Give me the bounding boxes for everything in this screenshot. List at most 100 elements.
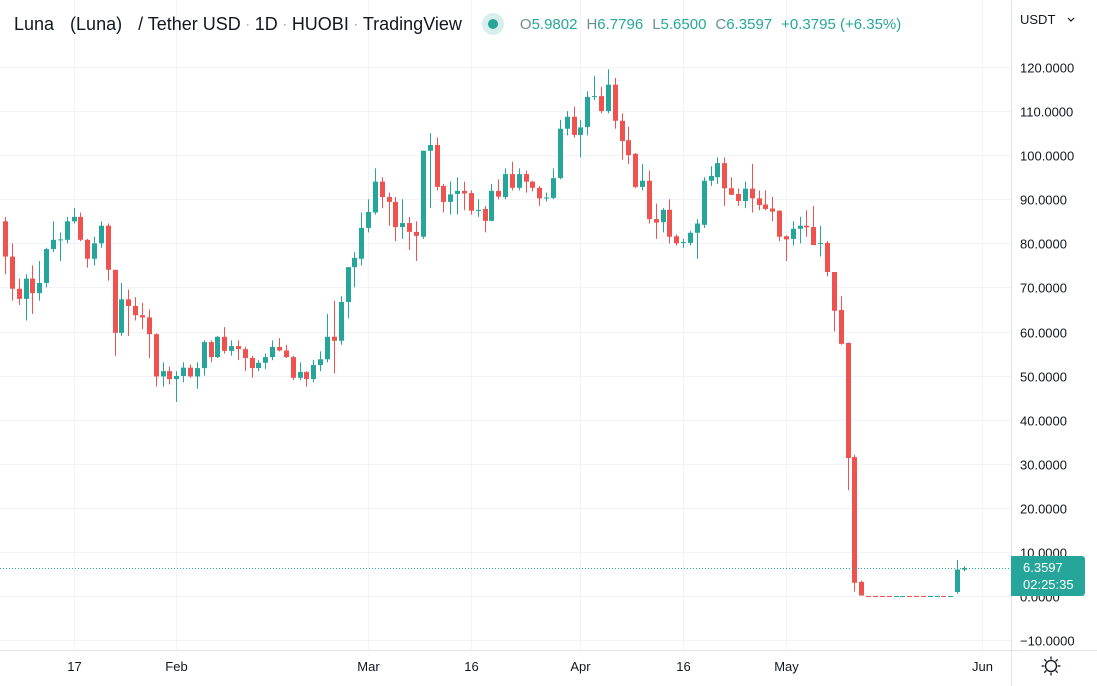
candle-body — [599, 96, 604, 112]
candle-body — [318, 359, 323, 366]
y-tick-label: 40.0000 — [1020, 414, 1067, 429]
candle-down — [407, 216, 412, 250]
candle-down — [914, 595, 919, 597]
open-label: O — [519, 15, 532, 33]
open-value: 5.9802 — [531, 15, 578, 33]
candle-body — [441, 186, 446, 202]
candle-up — [681, 238, 686, 248]
candle-body — [400, 223, 405, 228]
candle-body — [811, 227, 816, 246]
candle-down — [880, 595, 885, 597]
candle-up — [325, 313, 330, 363]
candle-body — [188, 367, 193, 377]
symbol-name[interactable]: Luna — [14, 13, 55, 34]
candle-body — [229, 346, 234, 351]
candle-down — [304, 371, 309, 387]
candle-body — [887, 595, 892, 597]
candle-body — [58, 239, 63, 241]
candle-up — [400, 199, 405, 239]
candle-up — [743, 181, 748, 209]
candle-up — [65, 216, 70, 244]
candle-body — [736, 193, 741, 202]
candle-body — [17, 288, 22, 299]
candle-body — [839, 309, 844, 344]
currency-label: USDT — [1020, 12, 1056, 27]
candle-body — [729, 188, 734, 195]
candle-down — [3, 216, 8, 275]
candle-up — [298, 362, 303, 380]
candle-up — [352, 252, 357, 288]
candle-body — [798, 225, 803, 229]
price-axis[interactable]: 120.0000 110.0000 100.0000 90.0000 80.0000 70… — [1020, 61, 1075, 649]
candle-up — [517, 168, 522, 191]
candle-down — [154, 333, 159, 387]
chart-legend: Luna (Luna) / Tether USD · 1D · HUOBI · … — [14, 13, 901, 35]
candle-up — [900, 595, 905, 597]
symbol-description: (Luna) — [70, 13, 123, 34]
low-label: L — [652, 15, 661, 33]
candle-down — [736, 188, 741, 206]
currency-selector[interactable]: USDT — [1020, 12, 1075, 27]
candle-body — [578, 127, 583, 135]
candle-body — [955, 569, 960, 593]
separator: · — [353, 17, 358, 31]
candle-down — [188, 364, 193, 378]
x-tick-label: Jun — [972, 659, 993, 674]
candle-up — [339, 296, 344, 345]
candle-down — [10, 243, 15, 301]
candle-body — [85, 239, 90, 259]
candle-body — [113, 269, 118, 333]
candle-body — [565, 116, 570, 129]
candle-body — [65, 221, 70, 240]
candle-body — [852, 457, 857, 583]
candle-body — [393, 201, 398, 228]
candle-body — [243, 349, 248, 358]
candle-body — [688, 232, 693, 243]
candle-up — [72, 208, 77, 224]
candle-body — [106, 225, 111, 270]
candle-body — [339, 301, 344, 341]
ohlc-values: O5.9802 H6.7796 L5.6500 C6.3597 +0.3795 … — [520, 16, 901, 33]
candle-down — [633, 152, 638, 189]
candle-body — [202, 342, 207, 369]
x-tick-label: Mar — [357, 659, 380, 674]
candle-up — [948, 595, 953, 597]
candle-body — [551, 178, 556, 198]
candle-up — [195, 362, 200, 389]
candle-down — [729, 177, 734, 195]
grid — [0, 0, 1011, 650]
candle-down — [777, 210, 782, 242]
candle-down — [524, 170, 529, 193]
candle-body — [743, 188, 748, 202]
candle-body — [667, 209, 672, 237]
interval[interactable]: 1D — [254, 13, 278, 34]
candle-body — [325, 336, 330, 360]
candle-body — [866, 595, 871, 597]
candle-body — [256, 362, 261, 369]
quote-currency: / Tether USD — [138, 13, 241, 34]
candle-down — [78, 212, 83, 242]
candle-down — [133, 297, 138, 321]
x-tick-label: Apr — [570, 659, 591, 674]
candle-up — [606, 69, 611, 114]
time-axis[interactable]: 17 Feb Mar 16 Apr 16 May Jun — [67, 659, 993, 674]
candle-up — [174, 371, 179, 403]
candle-body — [757, 198, 762, 205]
candle-body — [174, 376, 179, 380]
market-status-icon[interactable] — [481, 13, 504, 35]
y-tick-label: 100.0000 — [1020, 149, 1074, 164]
candle-body — [510, 174, 515, 188]
candle-down — [277, 338, 282, 352]
candle-body — [414, 231, 419, 236]
candle-up — [263, 353, 268, 369]
candle-body — [161, 371, 166, 377]
y-tick-label: 60.0000 — [1020, 326, 1067, 341]
candle-body — [435, 145, 440, 187]
candle-down — [866, 595, 871, 597]
candle-up — [640, 163, 645, 191]
candle-up — [119, 283, 124, 336]
candle-down — [921, 595, 926, 597]
sun-gear-icon[interactable] — [1040, 655, 1062, 677]
candle-body — [825, 242, 830, 272]
